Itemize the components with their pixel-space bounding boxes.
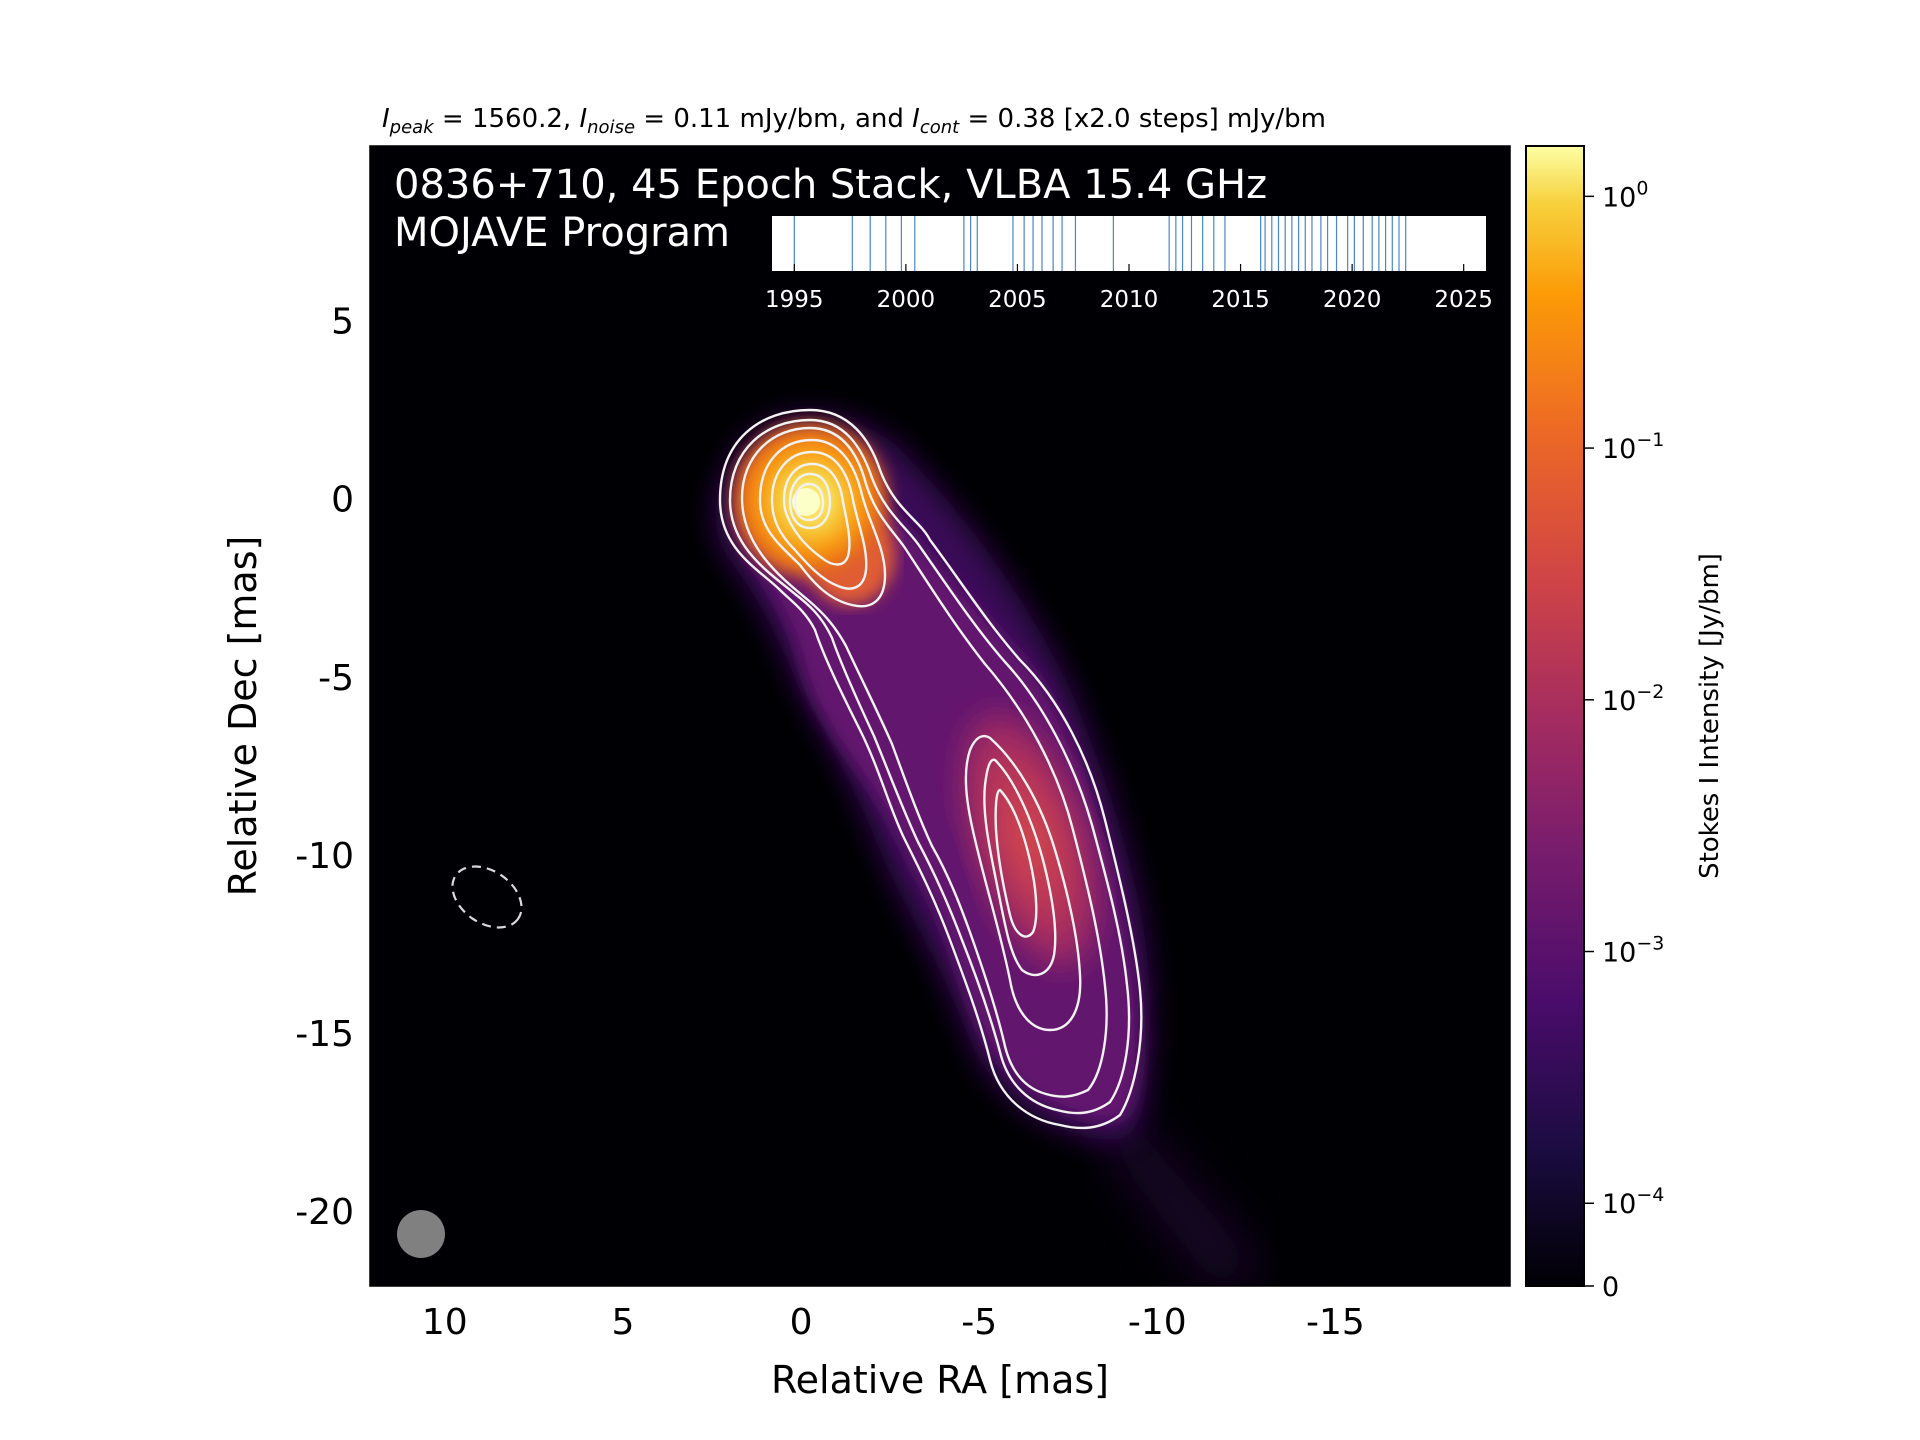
- contour-lines: [718, 408, 1143, 1130]
- epoch-lines: [793, 216, 1407, 271]
- colorbar-tick-base: 10: [1602, 686, 1636, 717]
- colorbar-label: Stokes I Intensity [Jy/bm]: [1695, 553, 1725, 879]
- colorbar-tick-exponent: 0: [1636, 177, 1648, 199]
- y-tick-label: -10: [295, 836, 354, 877]
- cont-symbol: I: [912, 104, 920, 134]
- contour-outer: [718, 408, 1143, 1130]
- main-axes: 10 5 0 -5 -10 -15 5 0 -5 -10 -15 -20: [295, 302, 1365, 1343]
- epoch-inset-background: [772, 216, 1486, 271]
- x-tick-label: -15: [1306, 1302, 1365, 1343]
- epoch-tick-label: 2020: [1323, 287, 1382, 313]
- header-annotation: Ipeak = 1560.2, Inoise = 0.11 mJy/bm, an…: [382, 104, 1326, 138]
- colorbar-tick-base: 0: [1602, 1272, 1619, 1303]
- cont-subscript: cont: [920, 117, 960, 138]
- epoch-tick-label: 2005: [988, 287, 1047, 313]
- main-image-panel: 0836+710, 45 Epoch Stack, VLBA 15.4 GHz …: [295, 145, 1511, 1343]
- y-tick-label: -15: [295, 1014, 354, 1055]
- jet-knot: [959, 710, 1101, 970]
- x-tick-label: 10: [422, 1302, 468, 1343]
- contour-9: [782, 462, 851, 566]
- epoch-tick-label: 2015: [1211, 287, 1270, 313]
- y-tick-label: 5: [331, 302, 354, 343]
- contour-4: [964, 734, 1082, 1032]
- colorbar-tick-label: 100: [1602, 177, 1648, 213]
- contour-10: [788, 472, 832, 530]
- contour-3: [740, 426, 1108, 1098]
- colorbar-tick-exponent: −3: [1636, 933, 1664, 955]
- colorbar-tick-label: 10−4: [1602, 1184, 1664, 1220]
- contour-8: [770, 450, 868, 590]
- epoch-tick-label: 2000: [877, 287, 936, 313]
- colorbar-tick-base: 10: [1602, 1189, 1636, 1220]
- colorbar-tick-label: 0: [1602, 1272, 1619, 1303]
- noise-value: = 0.11 mJy/bm, and: [635, 104, 912, 134]
- epoch-tick-label: 2025: [1434, 287, 1493, 313]
- core-center: [792, 488, 820, 516]
- epoch-axis: 1995 2000 2005 2010 2015 2020 2025: [765, 264, 1493, 313]
- plot-title-line2: MOJAVE Program: [394, 210, 730, 256]
- cont-value: = 0.38 [x2.0 steps] mJy/bm: [959, 104, 1326, 134]
- image-frame: [369, 145, 1511, 1287]
- epoch-tick-label: 2010: [1100, 287, 1159, 313]
- diffuse-tail: [1100, 1100, 1260, 1286]
- contour-7: [758, 438, 887, 608]
- colorbar-gradient: [1526, 146, 1584, 1286]
- colorbar-tick-exponent: −4: [1636, 1184, 1664, 1206]
- y-tick-label: -5: [318, 658, 354, 699]
- colorbar-tick-base: 10: [1602, 182, 1636, 213]
- peak-value: = 1560.2,: [434, 104, 580, 134]
- colorbar-tick-base: 10: [1602, 938, 1636, 969]
- y-axis-label: Relative Dec [mas]: [221, 536, 265, 897]
- contour-6: [994, 788, 1038, 938]
- colorbar-tick-label: 10−1: [1602, 429, 1664, 465]
- contour-11: [793, 482, 825, 522]
- epoch-tick-label: 1995: [765, 287, 824, 313]
- x-tick-label: 0: [790, 1302, 813, 1343]
- colorbar-tick-label: 10−2: [1602, 681, 1664, 717]
- colorbar-tick-base: 10: [1602, 434, 1636, 465]
- plot-title-line1: 0836+710, 45 Epoch Stack, VLBA 15.4 GHz: [394, 162, 1267, 208]
- colorbar-tick-label: 10−3: [1602, 933, 1664, 969]
- y-tick-label: 0: [331, 480, 354, 521]
- x-tick-label: -5: [961, 1302, 997, 1343]
- epoch-inset: 1995 2000 2005 2010 2015 2020 2025: [765, 216, 1493, 313]
- x-tick-label: -10: [1128, 1302, 1187, 1343]
- peak-symbol: I: [382, 104, 390, 134]
- colorbar-frame: [1525, 145, 1585, 1287]
- contour-5: [983, 758, 1057, 977]
- y-tick-label: -20: [295, 1192, 354, 1233]
- dashed-ellipse: [451, 865, 523, 929]
- peak-subscript: peak: [389, 117, 436, 138]
- colorbar-tick-exponent: −2: [1636, 681, 1664, 703]
- noise-subscript: noise: [587, 117, 635, 138]
- noise-symbol: I: [579, 104, 587, 134]
- colorbar-tick-exponent: −1: [1636, 429, 1664, 451]
- x-axis-label: Relative RA [mas]: [771, 1358, 1109, 1402]
- contour-2: [728, 418, 1131, 1115]
- beam-marker: [397, 1210, 445, 1258]
- x-tick-label: 5: [611, 1302, 634, 1343]
